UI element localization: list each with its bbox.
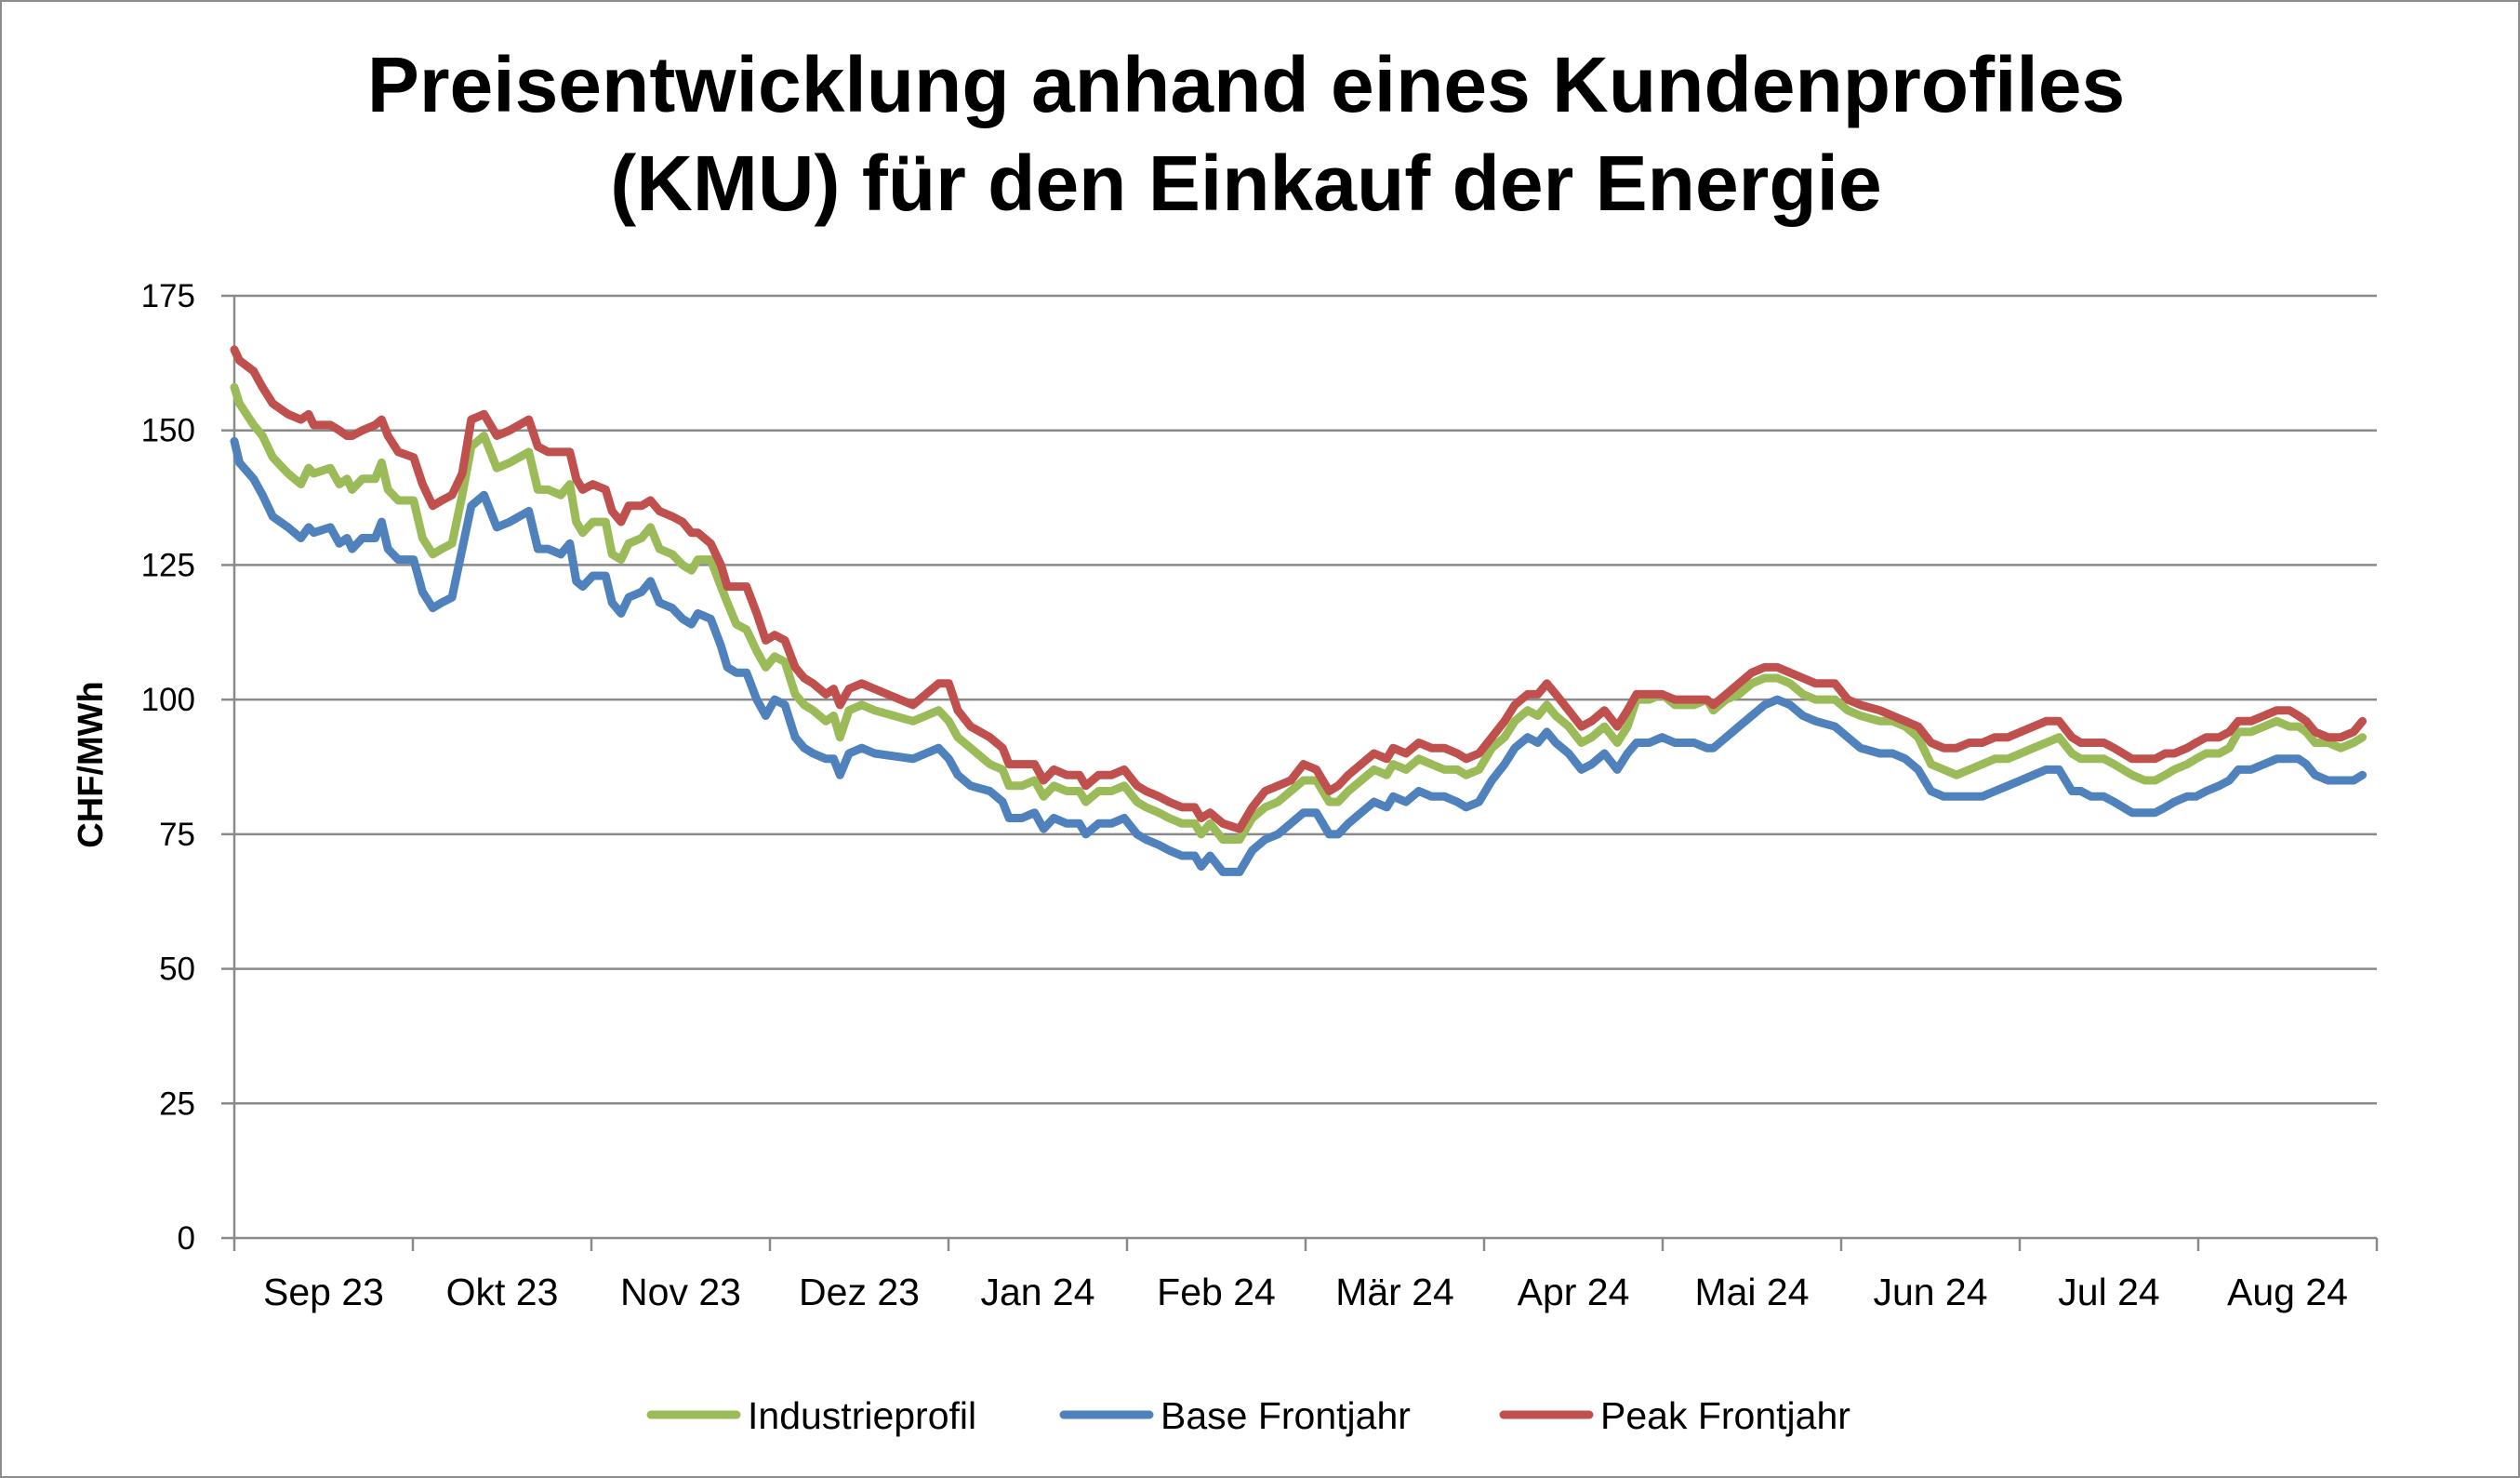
y-tick-label: 50 [159,952,195,988]
legend-label-0: Industrieprofil [748,1394,976,1437]
x-tick-label: Jan 24 [980,1271,1094,1313]
x-tick-label: Okt 23 [446,1271,559,1313]
x-tick-label: Mär 24 [1335,1271,1454,1313]
y-tick-label: 75 [159,817,195,853]
series-lines [230,345,2367,876]
y-tick-label: 150 [141,413,195,449]
x-tick-label: Sep 23 [263,1271,384,1313]
y-tick-label: 125 [141,547,195,583]
x-tick-label: Jun 24 [1873,1271,1987,1313]
x-tick-label: Mai 24 [1694,1271,1809,1313]
y-tick-label: 100 [141,682,195,718]
y-tick-label: 0 [178,1220,195,1257]
y-tick-label: 175 [141,278,195,314]
chart-title-line-1: Preisentwicklung anhand eines Kundenprof… [367,41,2125,128]
x-tick-label: Aug 24 [2227,1271,2348,1313]
x-tick-label: Apr 24 [1518,1271,1630,1313]
legend-label-2: Peak Frontjahr [1600,1394,1850,1437]
x-tick-label: Dez 23 [799,1271,920,1313]
y-axis-label: CHF/MWh [72,681,111,847]
series-line-1 [230,436,2367,876]
gridlines [234,294,2377,1105]
y-tick-label: 25 [159,1085,195,1122]
x-tick-label: Jul 24 [2058,1271,2159,1313]
x-tick-label: Nov 23 [620,1271,741,1313]
legend-label-1: Base Frontjahr [1161,1394,1411,1437]
series-line-2 [230,345,2367,833]
axes: 0 25 50 75 100 125 150 175 Sep 23 Okt 23 Nov 23 Dez… [141,278,2379,1313]
legend: Industrieprofil Base Frontjahr Peak Frontj… [646,1394,1850,1437]
chart-title-line-2: (KMU) für den Einkauf der Energie [610,140,1881,227]
series-line-0 [230,382,2367,845]
x-tick-label: Feb 24 [1157,1271,1276,1313]
